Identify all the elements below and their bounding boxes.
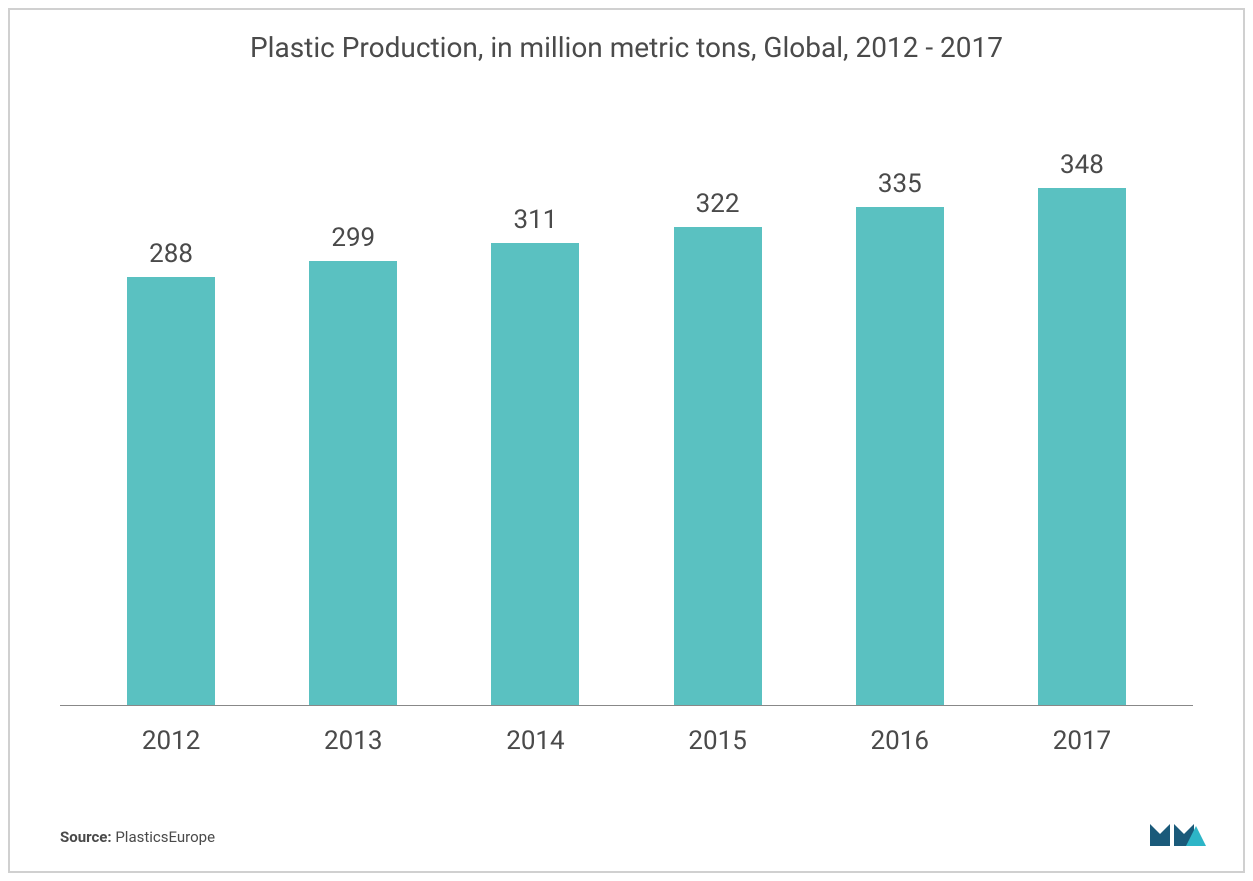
bar (309, 261, 397, 705)
bar (1038, 188, 1126, 705)
x-axis-label: 2015 (627, 726, 809, 756)
bar-group: 322 (627, 106, 809, 705)
x-axis-label: 2014 (444, 726, 626, 756)
bar-value-label: 335 (878, 169, 922, 199)
bar (856, 207, 944, 705)
bar-value-label: 348 (1060, 150, 1104, 180)
chart-plot-area: 288 299 311 322 335 348 (60, 106, 1193, 706)
bar-group: 335 (809, 106, 991, 705)
bar-group: 288 (80, 106, 262, 705)
source-value: PlasticsEurope (115, 828, 215, 846)
bar-value-label: 322 (696, 189, 740, 219)
x-axis-label: 2013 (262, 726, 444, 756)
bar-group: 299 (262, 106, 444, 705)
mi-logo-icon (1148, 816, 1208, 851)
bar-value-label: 288 (149, 239, 193, 269)
chart-container: Plastic Production, in million metric to… (8, 8, 1245, 873)
x-axis-label: 2012 (80, 726, 262, 756)
x-axis-label: 2017 (991, 726, 1173, 756)
bars-wrapper: 288 299 311 322 335 348 (60, 106, 1193, 706)
bar (674, 227, 762, 706)
bar-value-label: 311 (514, 205, 558, 235)
bar (127, 277, 215, 705)
bar-group: 311 (444, 106, 626, 705)
bar-value-label: 299 (331, 223, 375, 253)
bar (491, 243, 579, 705)
source-attribution: Source: PlasticsEurope (60, 828, 215, 846)
chart-title: Plastic Production, in million metric to… (177, 30, 1077, 66)
bar-group: 348 (991, 106, 1173, 705)
x-axis-labels: 2012 2013 2014 2015 2016 2017 (60, 726, 1193, 756)
source-label: Source: (60, 828, 112, 846)
x-axis-label: 2016 (809, 726, 991, 756)
